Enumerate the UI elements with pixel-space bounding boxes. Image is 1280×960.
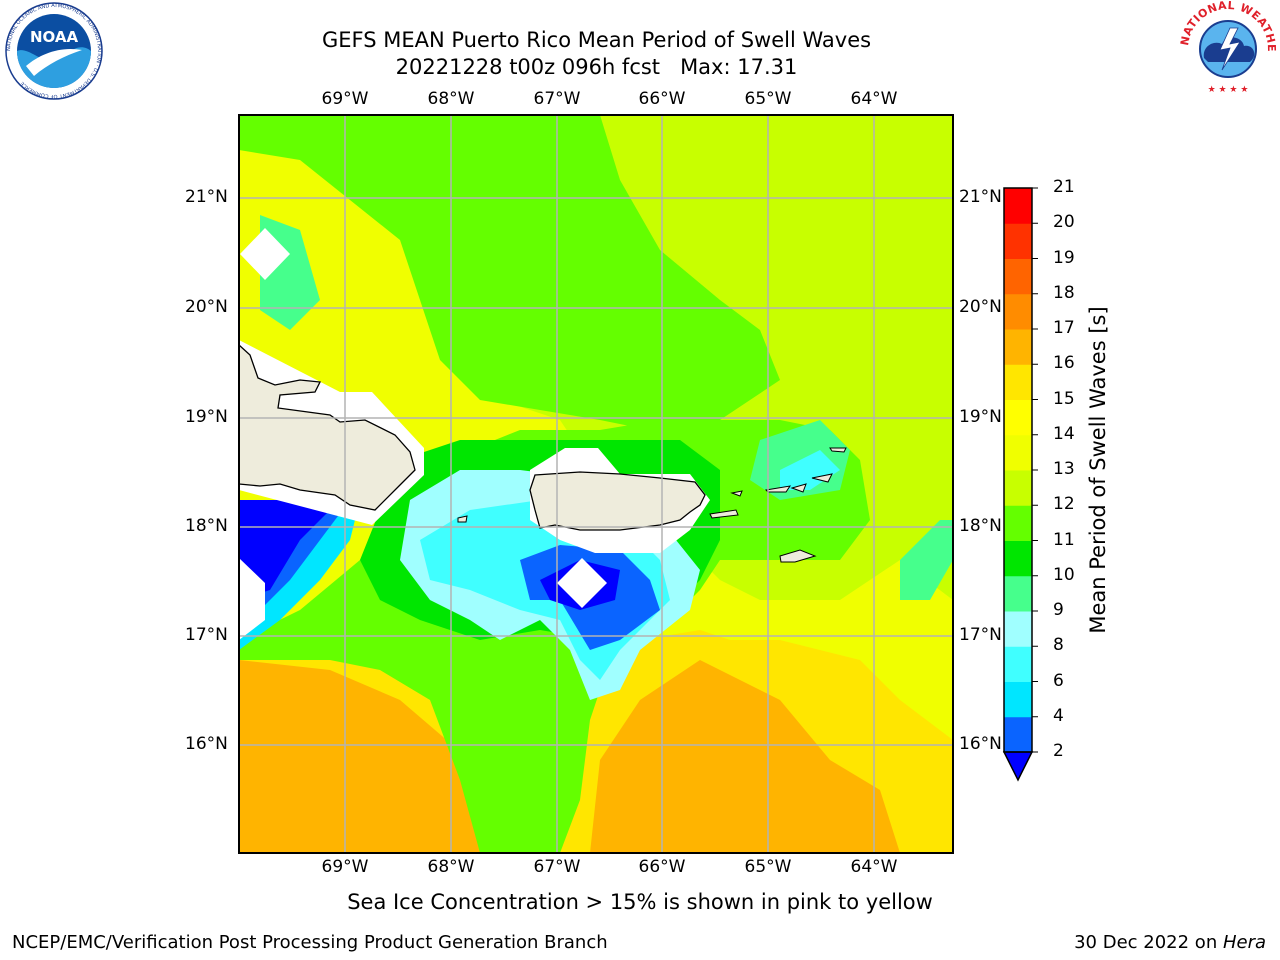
lon-label-bottom: 69°W [321,857,369,877]
colorbar-tick-label: 14 [1053,423,1075,444]
colorbar-tick-label: 12 [1053,494,1075,515]
footer-host: Hera [1222,932,1266,953]
colorbar-segment [1004,364,1032,400]
colorbar-segment [1004,399,1032,436]
lon-label-top: 68°W [427,89,475,109]
lat-label-left: 16°N [185,734,228,754]
anegada-island [829,447,847,453]
hispaniola-land [239,344,416,511]
lon-label-bottom: 68°W [427,857,475,877]
colorbar-tick-label: 13 [1053,459,1075,479]
colorbar-extend-arrow [1002,751,1034,782]
footer-date: 30 Dec 2022 on Hera [1074,932,1266,953]
colorbar-segment [1004,293,1032,330]
lat-label-right: 17°N [959,625,1002,645]
lon-label-top: 69°W [321,89,369,109]
lat-label-left: 21°N [185,187,228,207]
colorbar-segment [1004,575,1032,612]
lon-label-bottom: 67°W [533,857,581,877]
colorbar-segment [1004,611,1032,647]
colorbar-segment [1004,716,1032,753]
colorbar-tick-label: 4 [1053,705,1064,726]
lat-label-right: 21°N [959,187,1002,207]
colorbar-tick-label: 15 [1053,388,1075,409]
footer-date-text: 30 Dec 2022 on [1074,932,1223,953]
colorbar-tick-label: 21 [1053,177,1075,197]
colorbar-segment [1004,188,1032,224]
svg-text:★ ★ ★ ★: ★ ★ ★ ★ [1208,85,1249,95]
colorbar-segment [1004,434,1032,471]
no-data-north [240,228,290,280]
field-12-13s-north [239,115,780,430]
footer-credit: NCEP/EMC/Verification Post Processing Pr… [12,932,608,953]
st-croix-island [779,549,817,563]
map-frame [238,114,954,854]
lon-label-bottom: 64°W [850,857,898,877]
lon-label-bottom: 66°W [638,857,686,877]
colorbar-tick-label: 6 [1053,670,1064,691]
lat-label-left: 18°N [185,516,228,536]
colorbar-tick-label: 20 [1053,212,1075,233]
colorbar-tick-label: 9 [1053,600,1064,620]
map-title: GEFS MEAN Puerto Rico Mean Period of Swe… [321,28,872,52]
colorbar-segment [1004,329,1032,365]
swell-period-field [239,115,953,853]
colorbar-tick-label: 17 [1053,318,1075,338]
map-subtitle: 20221228 t00z 096h fcst Max: 17.31 [395,55,798,79]
noaa-text: NOAA [30,28,79,46]
lat-label-right: 16°N [959,734,1002,754]
vieques-island [709,509,739,519]
lat-label-left: 20°N [185,297,228,317]
colorbar-tick-label: 11 [1053,529,1075,550]
field-below-2s-west [239,500,340,600]
lon-label-top: 66°W [638,89,686,109]
colorbar-segment [1004,646,1032,682]
lat-label-right: 18°N [959,516,1002,536]
nws-logo: NATIONAL WEATHER SERVICE ★ ★ ★ ★ [1178,0,1278,96]
colorbar-segment [1004,540,1032,577]
graticule [239,115,953,853]
st-john-island [790,483,807,493]
field-9-10s-east [900,520,953,600]
colorbar-segment [1004,223,1032,259]
culebra-island [730,490,743,497]
no-data-west [239,558,265,640]
colorbar-tick-label: 18 [1053,282,1075,303]
colorbar-tick-label: 10 [1053,564,1075,585]
lon-label-top: 65°W [744,89,792,109]
no-data-south [557,558,607,608]
tortola-island [811,473,833,483]
lat-label-left: 19°N [185,407,228,427]
colorbar-segment [1004,258,1032,295]
lat-label-right: 20°N [959,297,1002,317]
colorbar-segment [1004,681,1032,718]
colorbar [1002,187,1038,782]
colorbar-tick-label: 19 [1053,247,1075,268]
lat-label-right: 19°N [959,407,1002,427]
lon-label-bottom: 65°W [744,857,792,877]
colorbar-tick-label: 8 [1053,635,1064,656]
colorbar-segment [1004,470,1032,506]
colorbar-tick-label: 2 [1053,741,1064,761]
sea-ice-note: Sea Ice Concentration > 15% is shown in … [347,890,933,914]
lat-label-left: 17°N [185,625,228,645]
colorbar-tick-label: 16 [1053,353,1075,374]
noaa-logo: NATIONAL OCEANIC AND ATMOSPHERIC ADMINIS… [5,2,103,100]
lon-label-top: 67°W [533,89,581,109]
lon-label-top: 64°W [850,89,898,109]
mona-island [457,515,468,523]
colorbar-label: Mean Period of Swell Waves [s] [1086,306,1110,634]
colorbar-segment [1004,505,1032,541]
